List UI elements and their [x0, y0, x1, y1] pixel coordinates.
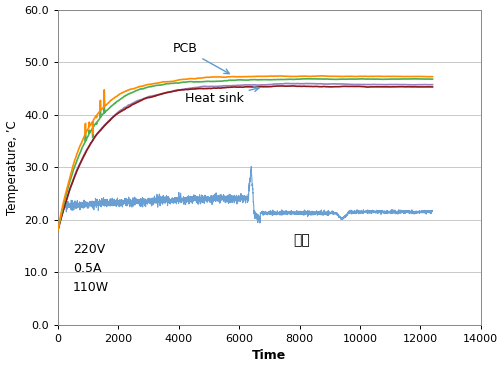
Y-axis label: Temperature, ’C: Temperature, ’C — [6, 120, 19, 215]
Text: 공기: 공기 — [293, 233, 310, 247]
Text: PCB: PCB — [173, 42, 229, 74]
X-axis label: Time: Time — [253, 350, 286, 362]
Text: Heat sink: Heat sink — [185, 86, 259, 105]
Text: 220V
0.5A
110W: 220V 0.5A 110W — [73, 243, 109, 294]
